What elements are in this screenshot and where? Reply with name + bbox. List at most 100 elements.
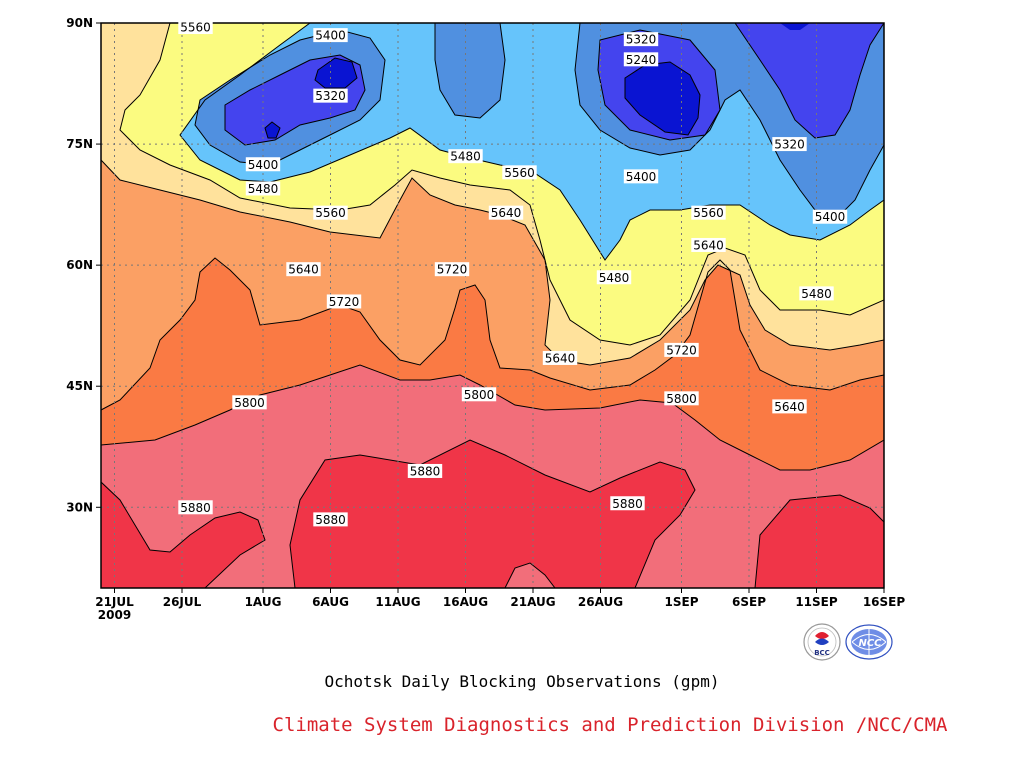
x-tick-label: 1AUG: [245, 595, 282, 609]
contour-label: 5400: [815, 210, 846, 224]
contour-label-box: [812, 209, 848, 224]
contour-label-box: [232, 395, 267, 410]
contour-label: 5880: [180, 501, 211, 515]
contour-label: 5640: [774, 400, 805, 414]
contour-label: 5560: [504, 166, 535, 180]
contour-label: 5320: [626, 33, 657, 47]
contour-label: 5480: [801, 287, 832, 301]
contour-label: 5640: [545, 351, 576, 365]
contour-label: 5640: [491, 206, 522, 220]
contour-line-5240-c: [624, 61, 701, 136]
contour-label-box: [313, 88, 348, 103]
x-tick-label: 21JUL: [95, 595, 134, 609]
contour-label-box: [664, 342, 699, 357]
contour-label: 5880: [315, 513, 346, 527]
contour-label-box: [691, 237, 726, 252]
contour-line-5320-a: [224, 54, 366, 146]
contour-label: 5320: [315, 89, 346, 103]
contour-label-box: [799, 286, 834, 301]
band-5400-east-a: [435, 23, 505, 118]
contour-line-5880-inner: [504, 562, 556, 588]
contour-label-box: [623, 32, 659, 47]
contour-label: 5480: [599, 271, 630, 285]
contour-label: 5560: [315, 206, 346, 220]
band-5880: [101, 365, 884, 588]
contour-line-5240-b: [314, 57, 358, 89]
y-tick-label: 60N: [66, 258, 93, 272]
band-5240-d: [780, 23, 810, 30]
contour-label-box: [434, 262, 470, 277]
x-tick-label: 26AUG: [578, 595, 623, 609]
contour-label: 5560: [693, 206, 724, 220]
contour-label: 5800: [666, 392, 697, 406]
contour-label-box: [326, 294, 362, 309]
bcc-logo-text: BCC: [814, 649, 830, 657]
contour-label-box: [596, 270, 632, 285]
contour-label: 5640: [693, 238, 724, 252]
contour-line-5240-a: [264, 121, 281, 139]
contour-line-5560: [119, 23, 884, 346]
contour-label-box: [313, 512, 348, 527]
contour-line-5640: [101, 159, 884, 366]
x-tick-label: 16SEP: [863, 595, 906, 609]
y-axis: 90N 75N 60N 45N 30N: [66, 16, 101, 514]
contour-label: 5880: [410, 464, 441, 478]
contour-label-box: [286, 262, 321, 277]
contour-line-5400-b: [434, 23, 506, 119]
x-tick-label: 11SEP: [795, 595, 838, 609]
contour-label-box: [448, 149, 483, 164]
band-5240-c: [625, 62, 700, 135]
ncc-logo: NCC: [845, 624, 893, 660]
contour-label: 5400: [626, 170, 657, 184]
contour-label-box: [542, 350, 578, 365]
contour-label-box: [502, 165, 537, 180]
contour-labels: 5560 5400 5320 5400 5480 5560 5640 5720 5720 5480…: [178, 20, 848, 527]
contour-label-box: [623, 52, 659, 67]
contour-label: 5400: [315, 29, 346, 43]
y-tick-label: 75N: [66, 137, 93, 151]
chart-title: Ochotsk Daily Blocking Observations (gpm…: [324, 672, 720, 691]
contour-label-box: [664, 391, 699, 406]
band-5800: [101, 258, 884, 470]
contour-label-box: [407, 463, 443, 478]
plot-frame: [100, 22, 885, 589]
contour-line-5720: [101, 257, 884, 411]
contour-line-5880: [101, 439, 884, 588]
x-tick-label: 16AUG: [443, 595, 488, 609]
x-tick-label: 26JUL: [163, 595, 202, 609]
band-5640: [101, 23, 884, 365]
band-5560: [120, 23, 884, 345]
contour-label: 5560: [180, 21, 211, 35]
y-tick-label: 30N: [66, 500, 93, 514]
contour-label-box: [245, 157, 281, 172]
gridlines: [101, 23, 884, 588]
y-tick-label: 90N: [66, 16, 93, 30]
x-tick-label: 6AUG: [312, 595, 349, 609]
x-tick-label: 11AUG: [375, 595, 420, 609]
contour-label: 5720: [329, 295, 360, 309]
contour-label: 5480: [450, 150, 481, 164]
contour-label: 5880: [612, 497, 643, 511]
contour-line-5400-a: [194, 29, 386, 166]
contour-label-box: [313, 28, 348, 43]
band-5320-east-b: [735, 23, 884, 138]
contour-label-box: [623, 169, 659, 184]
x-tick-sublabel: 2009: [98, 608, 131, 622]
x-tick-label: 1SEP: [665, 595, 699, 609]
contour-line-5320-b: [597, 29, 721, 141]
contour-label: 5800: [234, 396, 265, 410]
contour-label-box: [772, 137, 807, 152]
contour-label: 5800: [464, 388, 495, 402]
band-5720: [101, 160, 884, 410]
contour-label-box: [461, 387, 497, 402]
contour-label-box: [691, 205, 726, 220]
y-tick-label: 45N: [66, 379, 93, 393]
band-5240-a: [265, 122, 280, 138]
contour-label-box: [488, 205, 524, 220]
contour-label: 5720: [666, 343, 697, 357]
contour-label: 5480: [248, 182, 279, 196]
contour-label-box: [610, 496, 645, 511]
contour-label: 5720: [437, 263, 468, 277]
